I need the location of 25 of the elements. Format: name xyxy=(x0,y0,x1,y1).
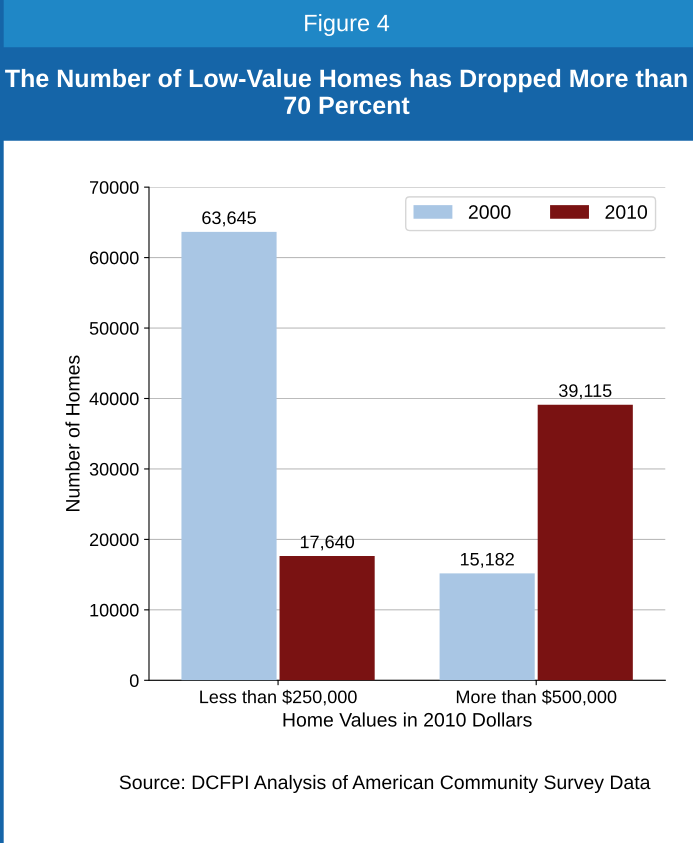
y-tick-label: 40000 xyxy=(89,392,139,406)
bar xyxy=(280,556,375,680)
y-tick-label: 10000 xyxy=(90,604,139,617)
y-tick-label: 20000 xyxy=(90,533,139,546)
legend-label: 2010 xyxy=(606,205,648,219)
bar xyxy=(440,573,535,680)
y-tick-label: 60000 xyxy=(90,252,139,264)
x-tick-label: Less than $250,000 xyxy=(200,690,357,706)
x-tick-label: More than $500,000 xyxy=(456,690,616,706)
legend-label: 2000 xyxy=(468,205,510,219)
y-tick-label: 70000 xyxy=(90,181,139,194)
data-label: 39,115 xyxy=(559,384,612,400)
bar xyxy=(538,404,633,680)
data-label: 15,182 xyxy=(460,552,514,568)
data-label: 63,645 xyxy=(202,211,256,226)
source-note: Source: DCFPI Analysis of American Community Survey Data xyxy=(120,774,650,794)
data-label: 17,640 xyxy=(300,536,354,550)
y-axis-title: Number of Homes xyxy=(65,356,80,512)
y-tick-label: 0 xyxy=(130,674,139,688)
chart-subtitle: The Number of Low-Value Homes has Dropped More than 70 Percent xyxy=(5,68,687,114)
x-axis-title: Home Values in 2010 Dollars xyxy=(284,712,532,727)
chart-title: Figure 4 xyxy=(305,14,390,36)
y-tick-label: 50000 xyxy=(90,322,139,335)
bar xyxy=(181,232,277,680)
y-tick-label: 30000 xyxy=(90,462,139,476)
